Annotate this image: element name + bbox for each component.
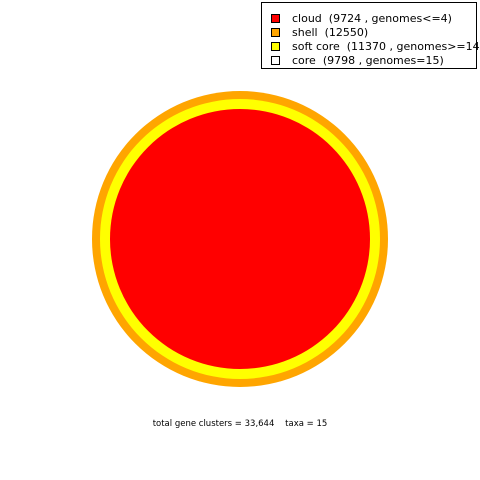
legend-label-soft-core: soft core (11370 , genomes>=14) <box>292 40 480 53</box>
legend-item-core: core (9798 , genomes=15) <box>271 53 444 67</box>
legend-item-soft-core: soft core (11370 , genomes>=14) <box>271 39 480 53</box>
legend-swatch-soft-core <box>271 42 280 51</box>
legend: cloud (9724 , genomes<=4) shell (12550) … <box>261 2 477 69</box>
legend-label-cloud: cloud (9724 , genomes<=4) <box>292 12 452 25</box>
legend-item-cloud: cloud (9724 , genomes<=4) <box>271 11 452 25</box>
legend-label-core: core (9798 , genomes=15) <box>292 54 444 67</box>
legend-swatch-cloud <box>271 14 280 23</box>
legend-swatch-core <box>271 56 280 65</box>
ring-cloud <box>110 109 370 369</box>
legend-swatch-shell <box>271 28 280 37</box>
legend-item-shell: shell (12550) <box>271 25 368 39</box>
chart-footer: total gene clusters = 33,644 taxa = 15 <box>0 419 480 429</box>
legend-label-shell: shell (12550) <box>292 26 368 39</box>
rings-group <box>92 91 388 387</box>
